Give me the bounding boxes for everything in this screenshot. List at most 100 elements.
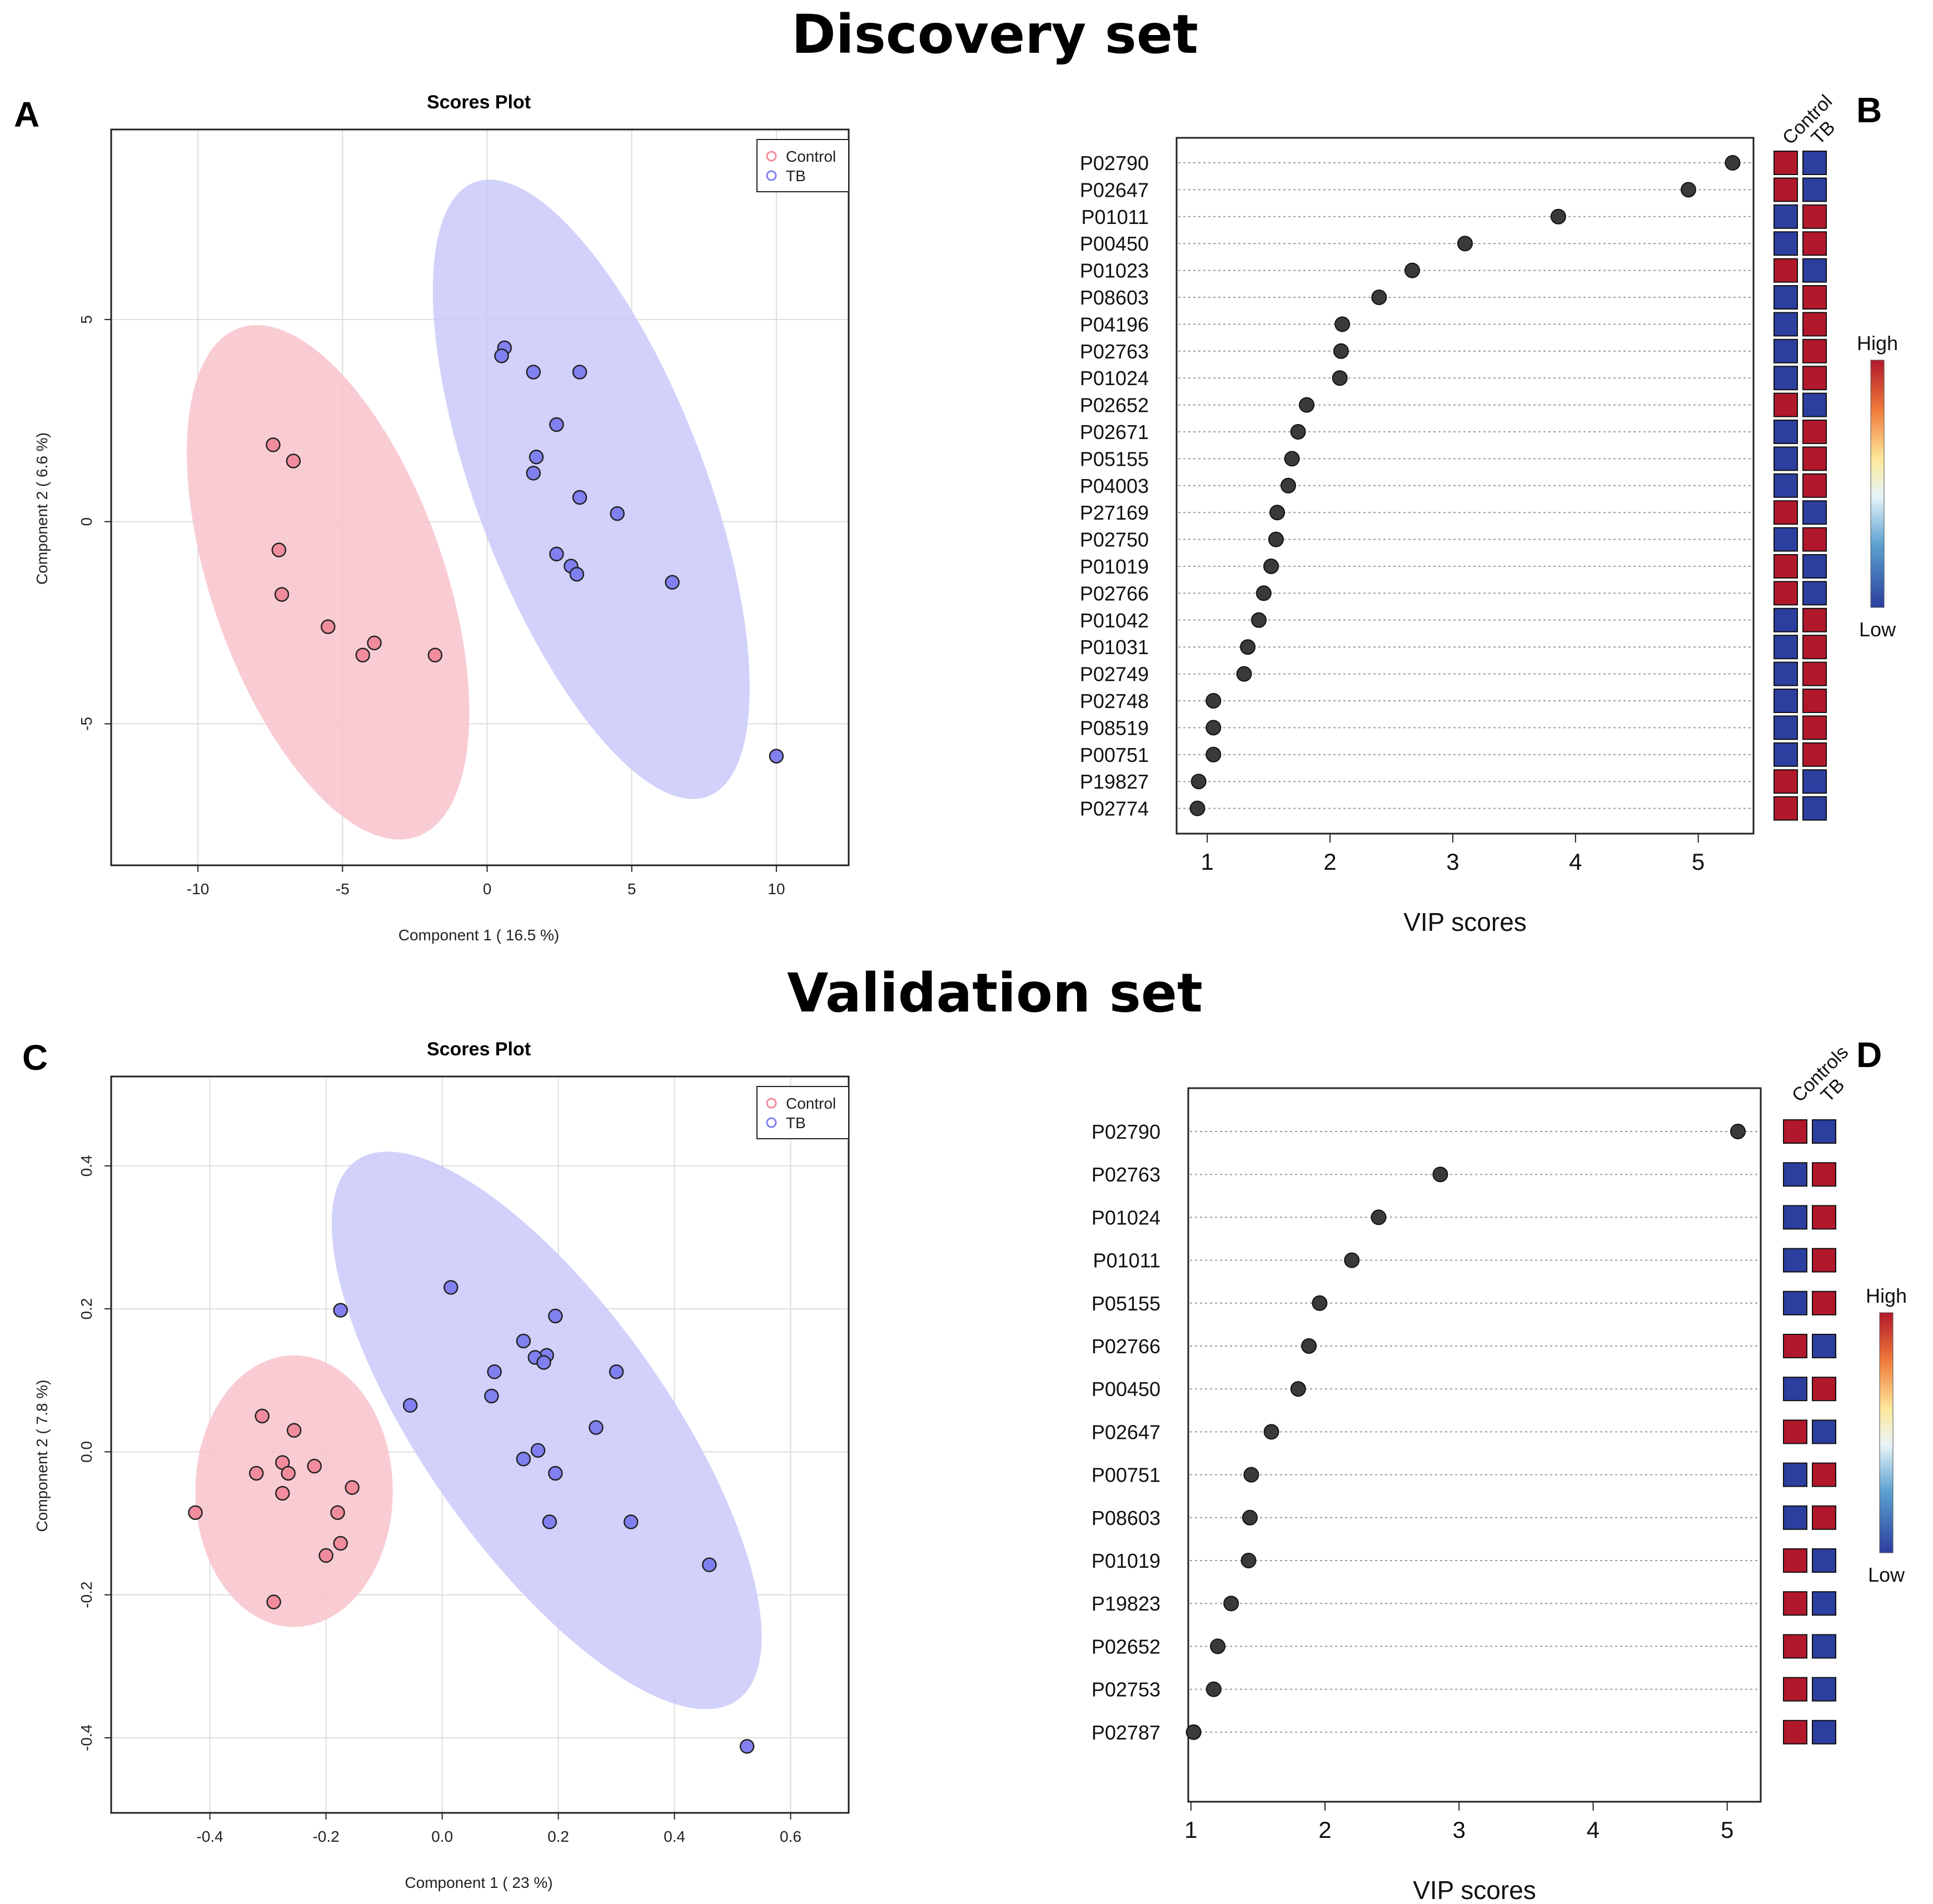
protein-label: P19823: [1092, 1592, 1160, 1615]
vip-point: [1243, 1467, 1259, 1483]
protein-label: P04196: [1080, 313, 1149, 336]
x-axis-label: Component 1 ( 16.5 %): [398, 926, 560, 944]
x-tick-label: 0.0: [431, 1828, 453, 1845]
protein-label: P02749: [1080, 663, 1149, 686]
control-point: [274, 587, 290, 602]
tb-point: [610, 506, 625, 521]
x-tick-label: 3: [1446, 849, 1459, 875]
vip-point: [1185, 1724, 1202, 1740]
heatmap-cell-tb: [1802, 796, 1827, 821]
control-point: [330, 1505, 345, 1520]
protein-label: P00751: [1092, 1464, 1160, 1487]
vip-point: [1432, 1167, 1448, 1183]
vip-point: [1371, 290, 1387, 305]
heatmap-cell-control: [1773, 554, 1798, 579]
tb-point: [494, 348, 509, 363]
y-tick-label: -0.4: [78, 1724, 95, 1751]
panel-letter-b: B: [1856, 90, 1882, 130]
vip-point: [1290, 424, 1306, 440]
protein-label: P02652: [1080, 394, 1149, 417]
control-point: [266, 437, 281, 452]
heatmap-cell-tb: [1802, 554, 1827, 579]
tb-point: [526, 466, 541, 481]
heatmap-cell-control: [1773, 473, 1798, 498]
heatmap-header-control: Controls: [1788, 1041, 1852, 1106]
heatmap-cell-tb: [1802, 715, 1827, 740]
protein-label: P00450: [1092, 1378, 1160, 1400]
protein-label: P01011: [1093, 1249, 1160, 1272]
heatmap-cell-control: [1773, 366, 1798, 391]
vip-point: [1236, 666, 1252, 682]
vip-plot-validation: P02790 P02763 P01024 P01011 P05155 P02766 P004…: [1092, 1041, 1907, 1904]
protein-label: P01023: [1080, 260, 1149, 282]
heatmap-cell-control: [1783, 1290, 1807, 1315]
protein-label: P08603: [1080, 286, 1149, 309]
protein-label: P19827: [1080, 770, 1149, 793]
protein-label: P02790: [1092, 1120, 1160, 1143]
tb-point: [444, 1280, 459, 1295]
heatmap-cell-control: [1783, 1634, 1807, 1659]
protein-label: P02750: [1080, 529, 1149, 551]
tb-point: [487, 1364, 502, 1379]
vip-point: [1205, 1681, 1222, 1697]
heatmap-cell-control: [1783, 1548, 1807, 1573]
vip-point: [1680, 182, 1696, 198]
vip-point: [1205, 746, 1222, 762]
control-point: [286, 453, 301, 468]
tb-point: [739, 1739, 755, 1754]
tb-point: [701, 1557, 717, 1572]
protein-label: P02748: [1080, 690, 1149, 712]
y-tick-label: 0.2: [78, 1298, 95, 1320]
vip-point: [1223, 1596, 1239, 1612]
x-axis-label: VIP scores: [1413, 1876, 1536, 1904]
protein-label: P02652: [1092, 1635, 1160, 1658]
heatmap-cell-tb: [1802, 635, 1827, 660]
protein-label: P01024: [1092, 1206, 1160, 1229]
vip-point: [1371, 1209, 1387, 1225]
validation-title: Validation set: [787, 962, 1203, 1024]
heatmap-cell-control: [1773, 796, 1798, 821]
heatmap-cell-tb: [1812, 1162, 1836, 1187]
y-tick-label: 0: [78, 517, 95, 526]
vip-point: [1312, 1295, 1328, 1311]
protein-label: P02753: [1092, 1678, 1160, 1701]
x-tick-label: 2: [1318, 1817, 1331, 1843]
protein-label: P00450: [1080, 232, 1149, 255]
color-scale-high-label: High: [1857, 332, 1898, 355]
protein-label: P02790: [1080, 152, 1149, 175]
heatmap-cell-control: [1783, 1505, 1807, 1530]
y-axis-label: Component 2 ( 6.6 %): [33, 432, 51, 585]
control-point: [307, 1458, 322, 1474]
x-tick-label: 5: [1721, 1817, 1733, 1843]
heatmap-cell-control: [1773, 581, 1798, 606]
heatmap-cell-tb: [1802, 177, 1827, 202]
protein-label: P02766: [1092, 1335, 1160, 1358]
vip-point: [1299, 397, 1315, 413]
control-legend-label: Control: [786, 1095, 836, 1112]
protein-label: P02647: [1092, 1420, 1160, 1443]
protein-label: P02763: [1080, 340, 1149, 363]
tb-point: [623, 1514, 639, 1529]
tb-point: [589, 1420, 604, 1435]
heatmap-cell-tb: [1812, 1334, 1836, 1358]
control-point: [286, 1423, 302, 1438]
x-tick-label: 0: [483, 880, 492, 898]
tb-point: [665, 575, 680, 590]
tb-confidence-ellipse: [432, 180, 750, 799]
vip-point: [1210, 1638, 1226, 1654]
vip-point: [1334, 316, 1351, 332]
y-tick-label: -0.2: [78, 1582, 95, 1608]
panel-letter-d: D: [1856, 1035, 1882, 1075]
protein-label: P00751: [1080, 744, 1149, 766]
heatmap-cell-control: [1773, 392, 1798, 417]
plot-title: Scores Plot: [427, 92, 531, 113]
vip-point: [1268, 531, 1284, 547]
protein-label: P02763: [1092, 1163, 1160, 1186]
legend-box: [756, 1086, 849, 1139]
protein-label: P01024: [1080, 367, 1149, 390]
vip-point: [1269, 505, 1286, 521]
heatmap-cell-tb: [1812, 1290, 1836, 1315]
x-tick-label: 1: [1184, 1817, 1197, 1843]
control-confidence-ellipse: [195, 1355, 393, 1627]
heatmap-cell-tb: [1812, 1462, 1836, 1487]
